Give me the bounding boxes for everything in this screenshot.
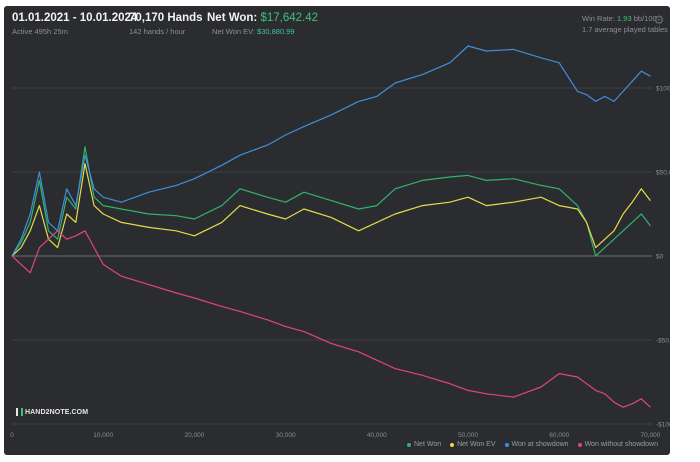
hand2note-logo: HAND2NOTE.COM (16, 408, 88, 416)
gear-icon[interactable]: ⚙ (653, 13, 665, 27)
legend-dot-icon (504, 442, 509, 447)
win-rate-unit: bb/100 (633, 14, 657, 23)
legend-label: Won at showdown (511, 441, 569, 448)
profit-graph: -$100,000 -$50,000 $0 $50,000 $100,000 0 10,00… (10, 45, 670, 439)
stats-header: 01.01.2021 - 10.01.2024 Active 495h 25m … (4, 6, 670, 46)
x-tick-label: 20,000 (184, 432, 204, 439)
x-tick-label: 30,000 (276, 432, 296, 439)
series-line-net-won (11, 146, 651, 257)
legend-dot-icon (407, 442, 411, 447)
x-tick-label: 60,000 (549, 432, 569, 439)
win-rate-label: Win Rate: (582, 14, 615, 23)
y-tick-label: -$100,000 (656, 422, 670, 429)
y-tick-label: -$50,000 (656, 338, 670, 345)
hands-total: 70,170 Hands (129, 12, 203, 24)
legend-item[interactable]: Won at showdown (504, 441, 569, 448)
graph-panel: 01.01.2021 - 10.01.2024 Active 495h 25m … (4, 6, 670, 455)
legend-label: Net Won EV (457, 441, 496, 448)
net-won-ev: Net Won EV: $30,880.99 (212, 27, 295, 36)
chart-legend: Net Won Net Won EV Won at showdown Won with… (407, 441, 658, 448)
legend-item[interactable]: Won without showdown (577, 441, 658, 448)
y-tick-label: $0 (656, 254, 664, 261)
x-tick-label: 70,000 (641, 432, 661, 439)
legend-item[interactable]: Net Won EV (450, 441, 496, 448)
net-won-ev-value: $30,880.99 (257, 27, 295, 36)
legend-label: Won without showdown (584, 441, 658, 448)
net-won-ev-label: Net Won EV: (212, 27, 255, 36)
avg-tables: 1.7 average played tables (582, 25, 668, 34)
series-line-won-at-showdown (11, 45, 651, 257)
legend-item[interactable]: Net Won (407, 441, 441, 448)
date-range[interactable]: 01.01.2021 - 10.01.2024 (12, 12, 138, 24)
logo-mark-icon (16, 408, 23, 416)
series-line-net-won-ev (11, 163, 651, 257)
active-time: Active 495h 25m (12, 27, 68, 36)
win-rate: Win Rate: 1.93 bb/100 (582, 14, 657, 23)
legend-dot-icon (577, 442, 582, 447)
x-tick-label: 40,000 (367, 432, 387, 439)
net-won-label: Net Won: (207, 12, 258, 24)
x-tick-label: 0 (10, 432, 14, 439)
x-tick-label: 50,000 (458, 432, 478, 439)
win-rate-value: 1.93 (617, 14, 632, 23)
x-tick-label: 10,000 (93, 432, 113, 439)
legend-label: Net Won (414, 441, 442, 448)
y-tick-label: $100,000 (656, 86, 670, 93)
logo-text: HAND2NOTE.COM (25, 408, 89, 416)
net-won: Net Won: $17,642.42 (207, 12, 318, 24)
net-won-value: $17,642.42 (260, 12, 319, 24)
series-line-won-without-showdown (11, 230, 651, 408)
legend-dot-icon (450, 442, 455, 447)
y-tick-label: $50,000 (656, 170, 670, 177)
hands-per-hour: 142 hands / hour (129, 27, 186, 36)
